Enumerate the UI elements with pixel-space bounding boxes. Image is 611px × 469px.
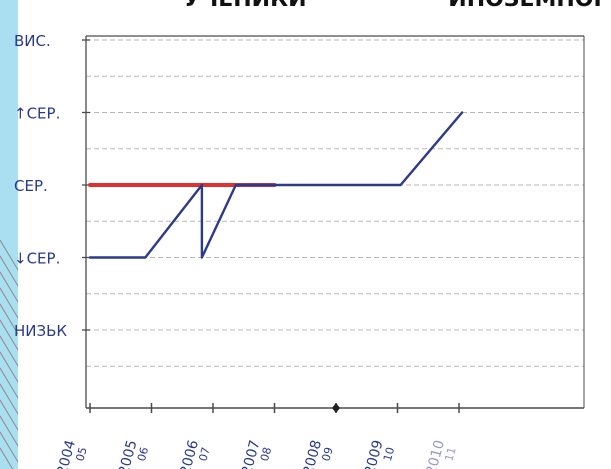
hatch-line (0, 255, 19, 287)
x-tick-label-sub: 09 (320, 446, 336, 463)
hatch-line (0, 319, 19, 351)
y-tick-label: НИЗЬК (14, 322, 67, 340)
x-tick-label-sub: 06 (135, 446, 151, 463)
series-line (88, 111, 464, 259)
left-accent-strip (0, 0, 18, 469)
hatch-line (0, 415, 19, 447)
header-text-left: УЧЕНИКИ (184, 0, 307, 12)
x-tick-label-sub: 05 (74, 446, 90, 463)
x-tick-label-sub: 11 (443, 446, 459, 463)
y-tick-label: ВИС. (14, 32, 51, 50)
hatch-line (0, 431, 19, 463)
x-tick-label-sub: 08 (258, 446, 274, 463)
hatch-line (0, 271, 19, 303)
header-text-right: ИНОЗЕМНОЇ (448, 0, 601, 12)
hatch-line (0, 447, 14, 469)
axes (82, 35, 585, 413)
diamond-marker (332, 403, 340, 413)
x-tick-label-sub: 10 (381, 446, 397, 463)
x-tick-label-sub: 07 (197, 446, 213, 463)
y-tick-label: ↓СЕР. (14, 250, 60, 268)
hatch-line (0, 383, 19, 415)
hatch-line (0, 351, 19, 383)
y-tick-label: ↑СЕР. (14, 105, 60, 123)
hatch-line (0, 335, 19, 367)
hatch-line (0, 399, 19, 431)
hatch-line (0, 303, 19, 335)
grid-lines (86, 39, 584, 367)
left-hatching (0, 239, 19, 469)
hatch-line (0, 239, 19, 271)
y-tick-label: СЕР. (14, 177, 48, 195)
series-lines (88, 111, 464, 259)
hatch-line (0, 287, 19, 319)
y-axis-labels: ВИС. ↑СЕР. СЕР. ↓СЕР. НИЗЬК (14, 32, 67, 340)
hatch-line (0, 367, 19, 399)
